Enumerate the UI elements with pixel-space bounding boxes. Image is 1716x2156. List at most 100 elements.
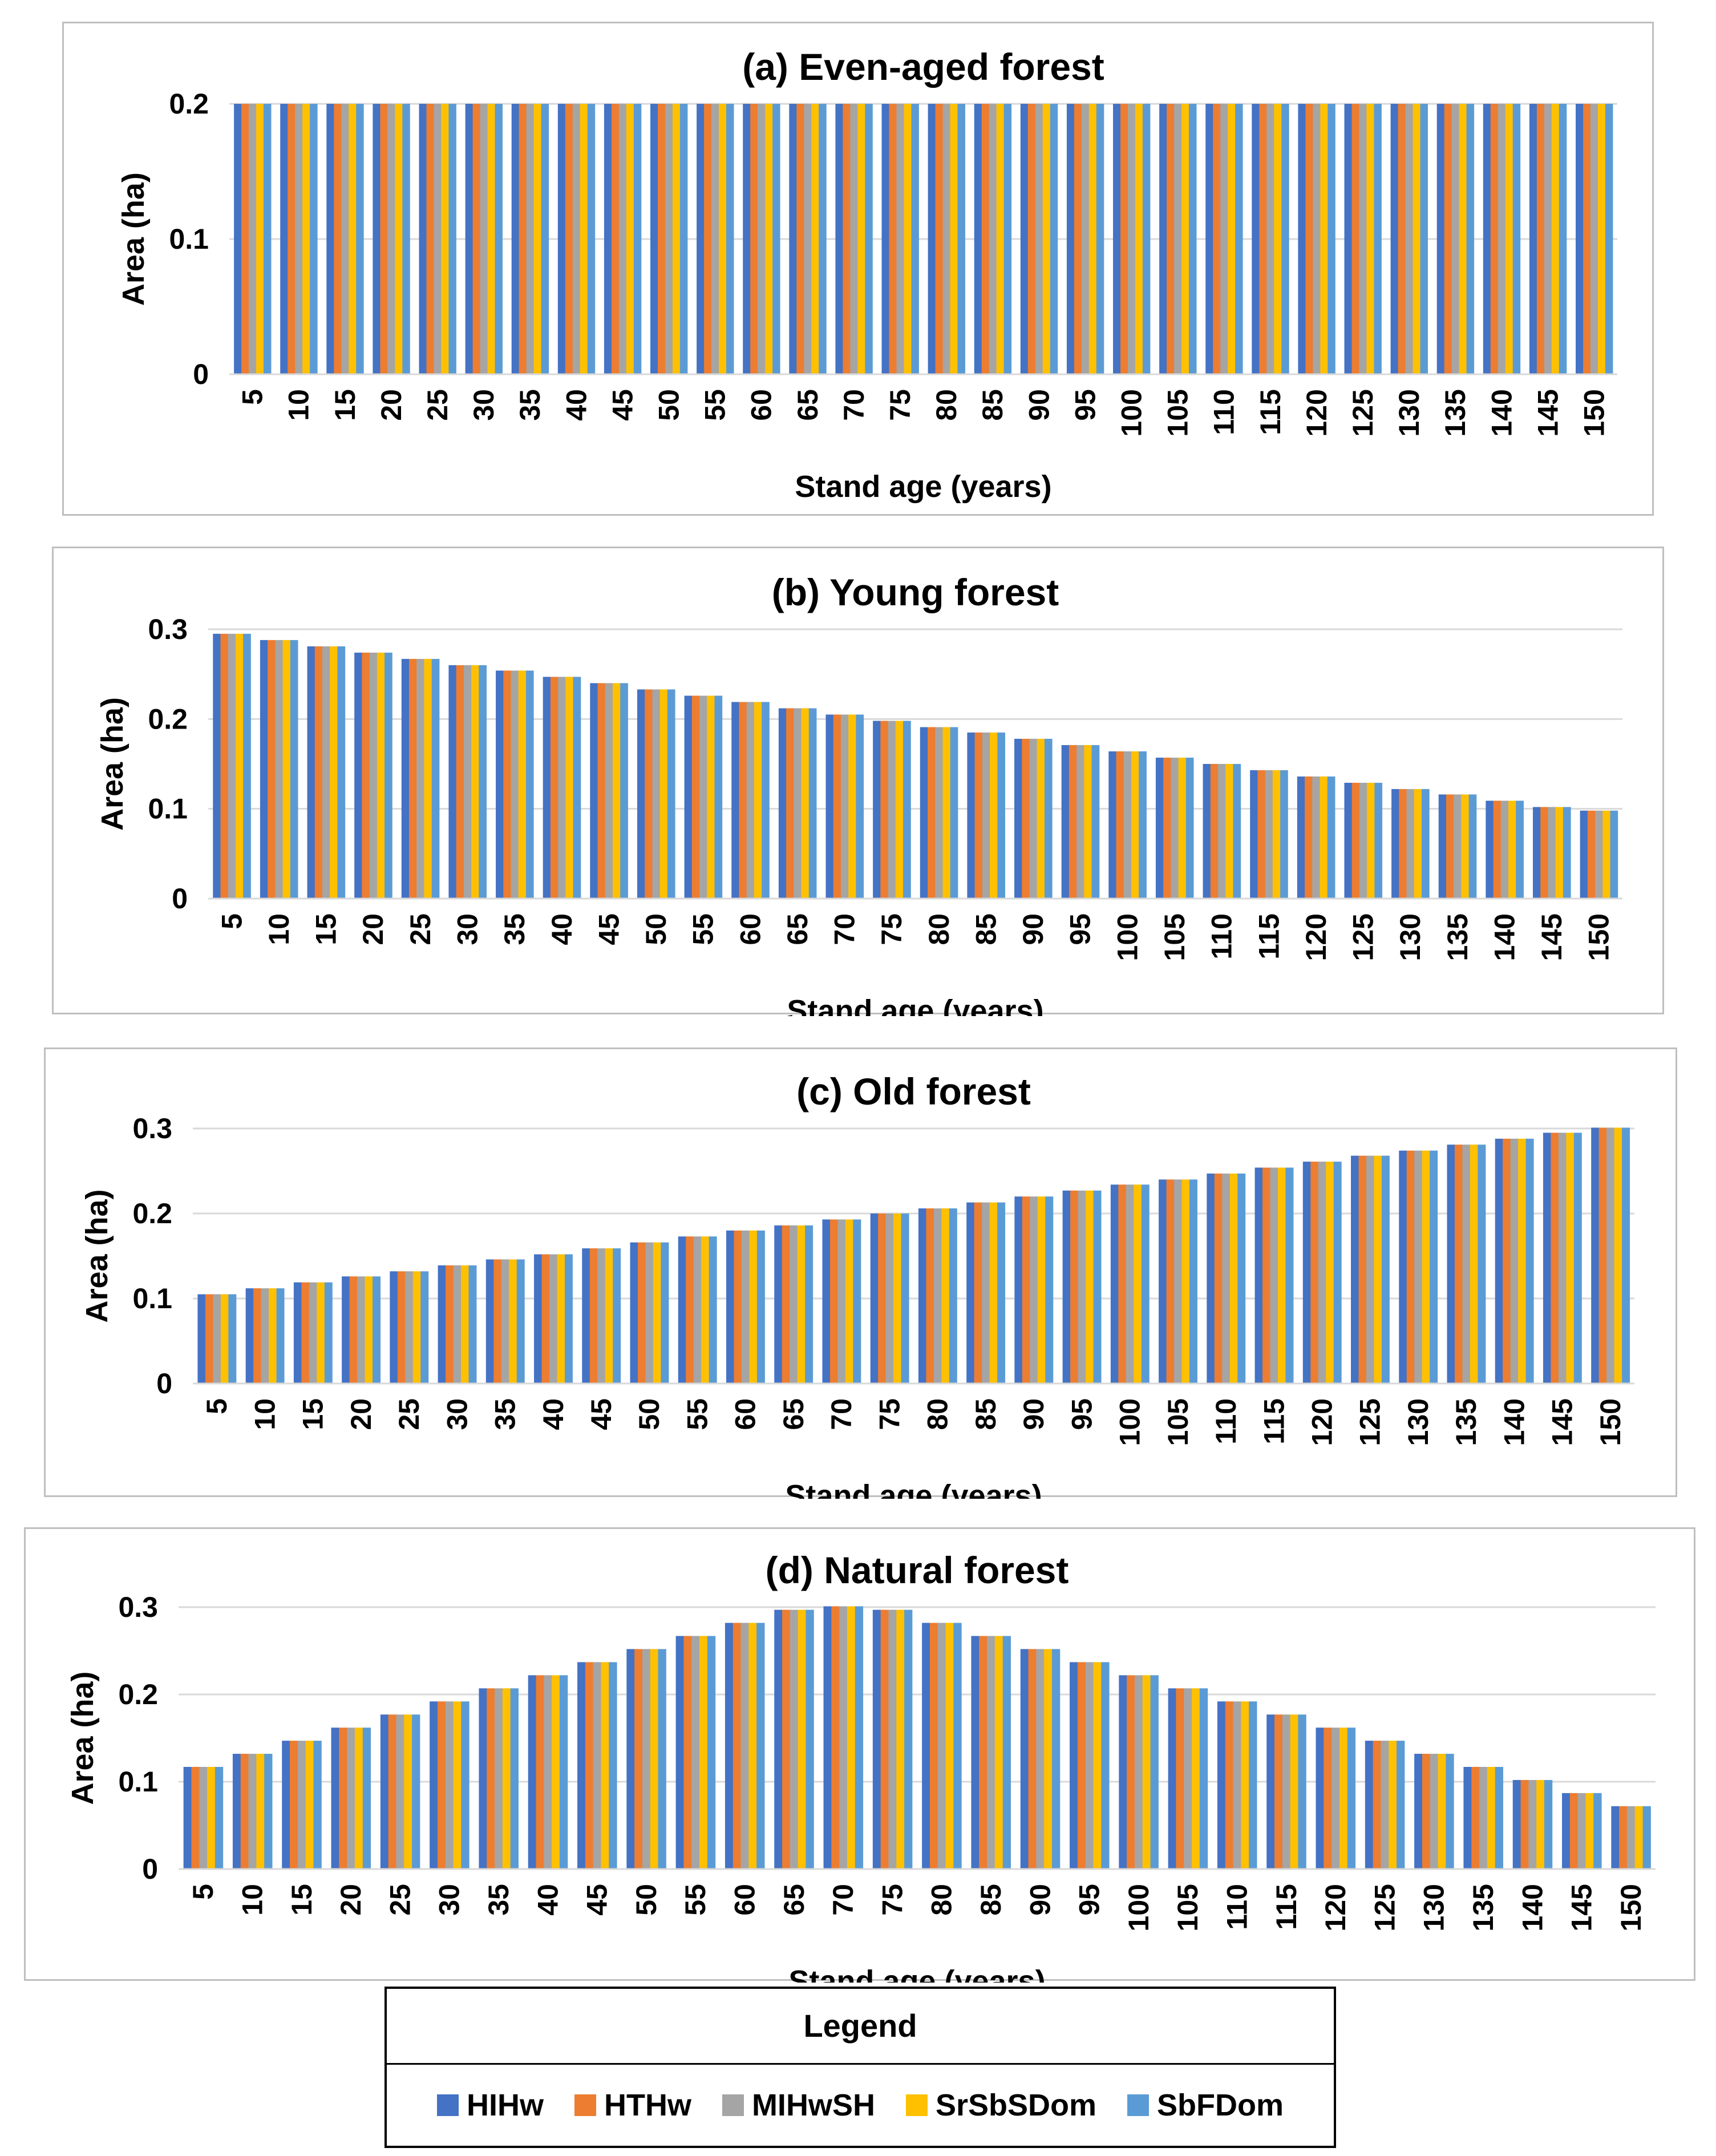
bar-mihwsh bbox=[804, 104, 812, 374]
x-tick-label: 90 bbox=[1017, 913, 1049, 945]
bar-mihwsh bbox=[642, 1649, 651, 1869]
x-tick-label: 120 bbox=[1306, 1398, 1338, 1446]
bar-hthw bbox=[1225, 1701, 1234, 1869]
x-tick-label: 65 bbox=[778, 1398, 810, 1430]
bar-sbfdom bbox=[324, 1282, 333, 1384]
x-tick-label: 25 bbox=[404, 913, 436, 945]
bar-hihw bbox=[496, 670, 504, 899]
bar-hthw bbox=[1027, 104, 1036, 374]
bar-hthw bbox=[519, 104, 527, 374]
bar-hihw bbox=[577, 1662, 586, 1869]
bar-sbfdom bbox=[633, 104, 642, 374]
x-tick-label: 105 bbox=[1172, 1884, 1204, 1931]
x-tick-label: 100 bbox=[1114, 1398, 1146, 1446]
bar-srsbsdom bbox=[1634, 1806, 1644, 1869]
legend: Legend HIHw HTHw MIHwSH SrSbSDom SbFDom bbox=[385, 1987, 1336, 2148]
x-tick-label: 65 bbox=[792, 389, 824, 421]
bar-hthw bbox=[589, 1248, 598, 1384]
bar-srsbsdom bbox=[848, 714, 856, 899]
bar-hihw bbox=[928, 104, 936, 374]
bar-hthw bbox=[1167, 104, 1175, 374]
bar-mihwsh bbox=[1222, 1173, 1231, 1384]
bar-hihw bbox=[342, 1276, 350, 1384]
chart-title: (b) Young forest bbox=[772, 571, 1059, 613]
x-tick-label: 70 bbox=[827, 1884, 859, 1916]
bar-mihwsh bbox=[1312, 776, 1320, 899]
x-tick-label: 130 bbox=[1418, 1884, 1450, 1931]
bar-hihw bbox=[1463, 1766, 1472, 1869]
bar-srsbsdom bbox=[1508, 800, 1516, 899]
x-tick-label: 50 bbox=[640, 913, 672, 945]
bar-mihwsh bbox=[396, 1714, 404, 1869]
bar-hihw bbox=[967, 732, 976, 899]
bar-hthw bbox=[1262, 1167, 1271, 1384]
bar-hihw bbox=[1532, 807, 1541, 899]
bar-sbfdom bbox=[613, 1248, 621, 1384]
bar-sbfdom bbox=[1327, 776, 1335, 899]
x-tick-label: 35 bbox=[514, 389, 546, 421]
bar-srsbsdom bbox=[1084, 745, 1092, 899]
bar-hthw bbox=[1116, 751, 1124, 899]
bar-hihw bbox=[390, 1271, 398, 1384]
bar-hihw bbox=[731, 702, 739, 899]
bar-mihwsh bbox=[1414, 1150, 1423, 1384]
x-tick-label: 75 bbox=[884, 389, 916, 421]
bar-hihw bbox=[479, 1688, 487, 1869]
bar-hihw bbox=[213, 633, 221, 899]
x-tick-label: 45 bbox=[593, 913, 625, 945]
bar-hihw bbox=[183, 1766, 192, 1869]
bar-hthw bbox=[782, 1609, 791, 1869]
x-tick-label: 70 bbox=[825, 1398, 857, 1430]
bar-mihwsh bbox=[501, 1259, 509, 1384]
bar-hthw bbox=[1257, 770, 1266, 899]
bar-mihwsh bbox=[1174, 1179, 1183, 1384]
legend-item-sbfdom: SbFDom bbox=[1127, 2088, 1284, 2123]
bar-srsbsdom bbox=[1366, 104, 1374, 374]
x-tick-label: 145 bbox=[1547, 1398, 1579, 1446]
bar-mihwsh bbox=[837, 1219, 846, 1384]
bar-sbfdom bbox=[1466, 104, 1475, 374]
bar-hthw bbox=[927, 727, 936, 899]
bar-sbfdom bbox=[1468, 794, 1477, 899]
y-tick-label: 0.3 bbox=[148, 613, 188, 645]
bar-sbfdom bbox=[385, 652, 392, 899]
bar-srsbsdom bbox=[1042, 104, 1051, 374]
bar-hthw bbox=[349, 1276, 358, 1384]
x-tick-label: 75 bbox=[876, 913, 908, 945]
y-tick-label: 0.1 bbox=[169, 223, 209, 255]
bar-sbfdom bbox=[264, 1754, 273, 1869]
bar-hihw bbox=[678, 1236, 686, 1384]
bar-sbfdom bbox=[1544, 1779, 1553, 1869]
bar-srsbsdom bbox=[256, 104, 264, 374]
chart-panel-even-aged: (a) Even-aged forest 0 0.1 0.2 Area (ha) 5 10 1… bbox=[62, 22, 1654, 516]
bar-sbfdom bbox=[1235, 104, 1243, 374]
bar-hihw bbox=[1113, 104, 1121, 374]
bar-mihwsh bbox=[896, 104, 904, 374]
bar-hthw bbox=[1406, 1150, 1415, 1384]
bar-sbfdom bbox=[1328, 104, 1335, 374]
bar-hihw bbox=[1168, 1688, 1176, 1869]
bar-hihw bbox=[354, 652, 362, 899]
bar-sbfdom bbox=[1045, 1196, 1054, 1384]
bar-sbfdom bbox=[997, 1202, 1006, 1384]
bar-mihwsh bbox=[850, 104, 858, 374]
legend-label-mihwsh: MIHwSH bbox=[751, 2088, 875, 2122]
bar-hihw bbox=[920, 727, 928, 899]
bar-mihwsh bbox=[347, 1728, 355, 1869]
bar-hthw bbox=[634, 1649, 643, 1869]
x-tick-label: 150 bbox=[1578, 389, 1610, 436]
bar-srsbsdom bbox=[1274, 104, 1282, 374]
bar-sbfdom bbox=[949, 1208, 957, 1384]
x-tick-label: 110 bbox=[1208, 389, 1240, 435]
x-tick-label: 20 bbox=[345, 1398, 377, 1430]
bar-hthw bbox=[1471, 1766, 1480, 1869]
bar-srsbsdom bbox=[461, 1265, 469, 1384]
bar-hihw bbox=[1110, 1184, 1119, 1384]
bar-mihwsh bbox=[699, 695, 707, 899]
bar-srsbsdom bbox=[626, 104, 634, 374]
x-tick-label: 85 bbox=[975, 1884, 1007, 1916]
bar-hihw bbox=[778, 708, 787, 899]
bar-hihw bbox=[743, 104, 751, 374]
bar-hihw bbox=[1344, 104, 1352, 374]
legend-label-srsbsdom: SrSbSDom bbox=[935, 2088, 1097, 2122]
